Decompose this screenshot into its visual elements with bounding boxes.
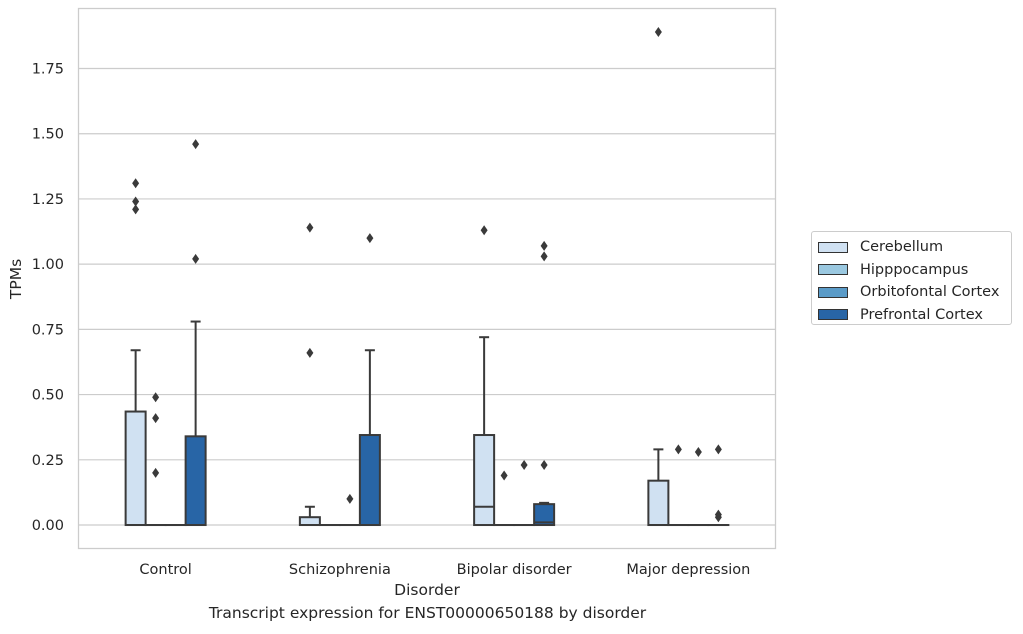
legend-swatch	[818, 241, 848, 253]
x-axis-ticks: Control Schizophrenia Bipolar disorder Majo…	[139, 562, 750, 578]
outlier-point	[674, 444, 682, 455]
box-group	[184, 139, 207, 527]
outlier-point	[306, 347, 314, 358]
legend: Cerebellum Hipppocampus Orbitofontal Cor…	[811, 231, 1012, 325]
y-tick-label: 0.00	[32, 518, 64, 534]
box	[358, 434, 381, 527]
y-tick-label: 1.00	[32, 257, 64, 273]
box-group	[124, 178, 147, 527]
y-tick-label: 0.50	[32, 388, 64, 404]
outlier-point	[520, 460, 528, 471]
x-tick-label: Major depression	[626, 562, 750, 578]
outlier-point	[152, 392, 160, 403]
legend-item-hippocampus: Hipppocampus	[818, 259, 1011, 282]
outlier-point	[132, 196, 140, 207]
legend-label: Orbitofontal Cortex	[860, 284, 1000, 301]
box-group	[144, 392, 167, 527]
box-group	[533, 240, 556, 527]
x-tick-label: Schizophrenia	[289, 562, 391, 578]
box-group	[707, 444, 730, 527]
box-group	[358, 233, 381, 527]
box-group	[298, 222, 321, 527]
outlier-point	[540, 460, 548, 471]
outlier-point	[366, 233, 374, 244]
y-tick-label: 1.75	[32, 62, 64, 78]
figure-caption: Transcript expression for ENST0000065018…	[208, 604, 647, 622]
box	[184, 435, 207, 527]
y-axis-ticks: 0.00 0.25 0.50 0.75 1.00 1.25 1.50 1.75	[32, 62, 64, 535]
outlier-point	[714, 509, 722, 520]
outlier-point	[540, 251, 548, 262]
plot-area-frame	[77, 7, 777, 550]
outlier-point	[306, 222, 314, 233]
box	[124, 410, 147, 527]
gridlines	[78, 67, 776, 526]
outlier-point	[192, 253, 200, 264]
box-group	[513, 460, 536, 527]
outlier-point	[694, 446, 702, 457]
x-axis-label: Disorder	[394, 581, 460, 599]
outlier-point	[132, 178, 140, 189]
outlier-point	[152, 413, 160, 424]
y-tick-label: 1.25	[32, 192, 64, 208]
outlier-point	[192, 139, 200, 150]
legend-swatch	[818, 309, 848, 321]
legend-label: Prefrontal Cortex	[860, 306, 983, 323]
box	[647, 479, 670, 527]
outlier-point	[714, 444, 722, 455]
box	[473, 434, 496, 527]
y-tick-label: 0.25	[32, 453, 64, 469]
legend-item-cerebellum: Cerebellum	[818, 236, 1011, 259]
y-tick-label: 0.75	[32, 322, 64, 338]
outlier-point	[480, 225, 488, 236]
outlier-point	[132, 204, 140, 215]
outlier-point	[500, 470, 508, 481]
box	[298, 516, 321, 527]
box-group	[493, 470, 516, 527]
outlier-point	[152, 467, 160, 478]
box-group	[338, 493, 361, 527]
outlier-point	[346, 493, 354, 504]
box	[533, 503, 556, 527]
y-axis-label: TPMs	[7, 259, 25, 300]
box-group	[647, 26, 670, 527]
legend-label: Hipppocampus	[860, 261, 969, 278]
legend-item-prefrontal-cortex: Prefrontal Cortex	[818, 304, 1011, 327]
legend-item-orbitofrontal-cortex: Orbitofontal Cortex	[818, 281, 1011, 304]
outlier-point	[654, 26, 662, 37]
legend-label: Cerebellum	[860, 239, 944, 256]
x-tick-label: Control	[139, 562, 191, 578]
x-tick-label: Bipolar disorder	[457, 562, 572, 578]
legend-swatch	[818, 286, 848, 298]
boxes	[124, 26, 730, 527]
box-group	[687, 446, 710, 527]
outlier-point	[540, 240, 548, 251]
box-group	[667, 444, 690, 527]
box-group	[473, 225, 496, 527]
legend-swatch	[818, 264, 848, 276]
y-tick-label: 1.50	[32, 127, 64, 143]
